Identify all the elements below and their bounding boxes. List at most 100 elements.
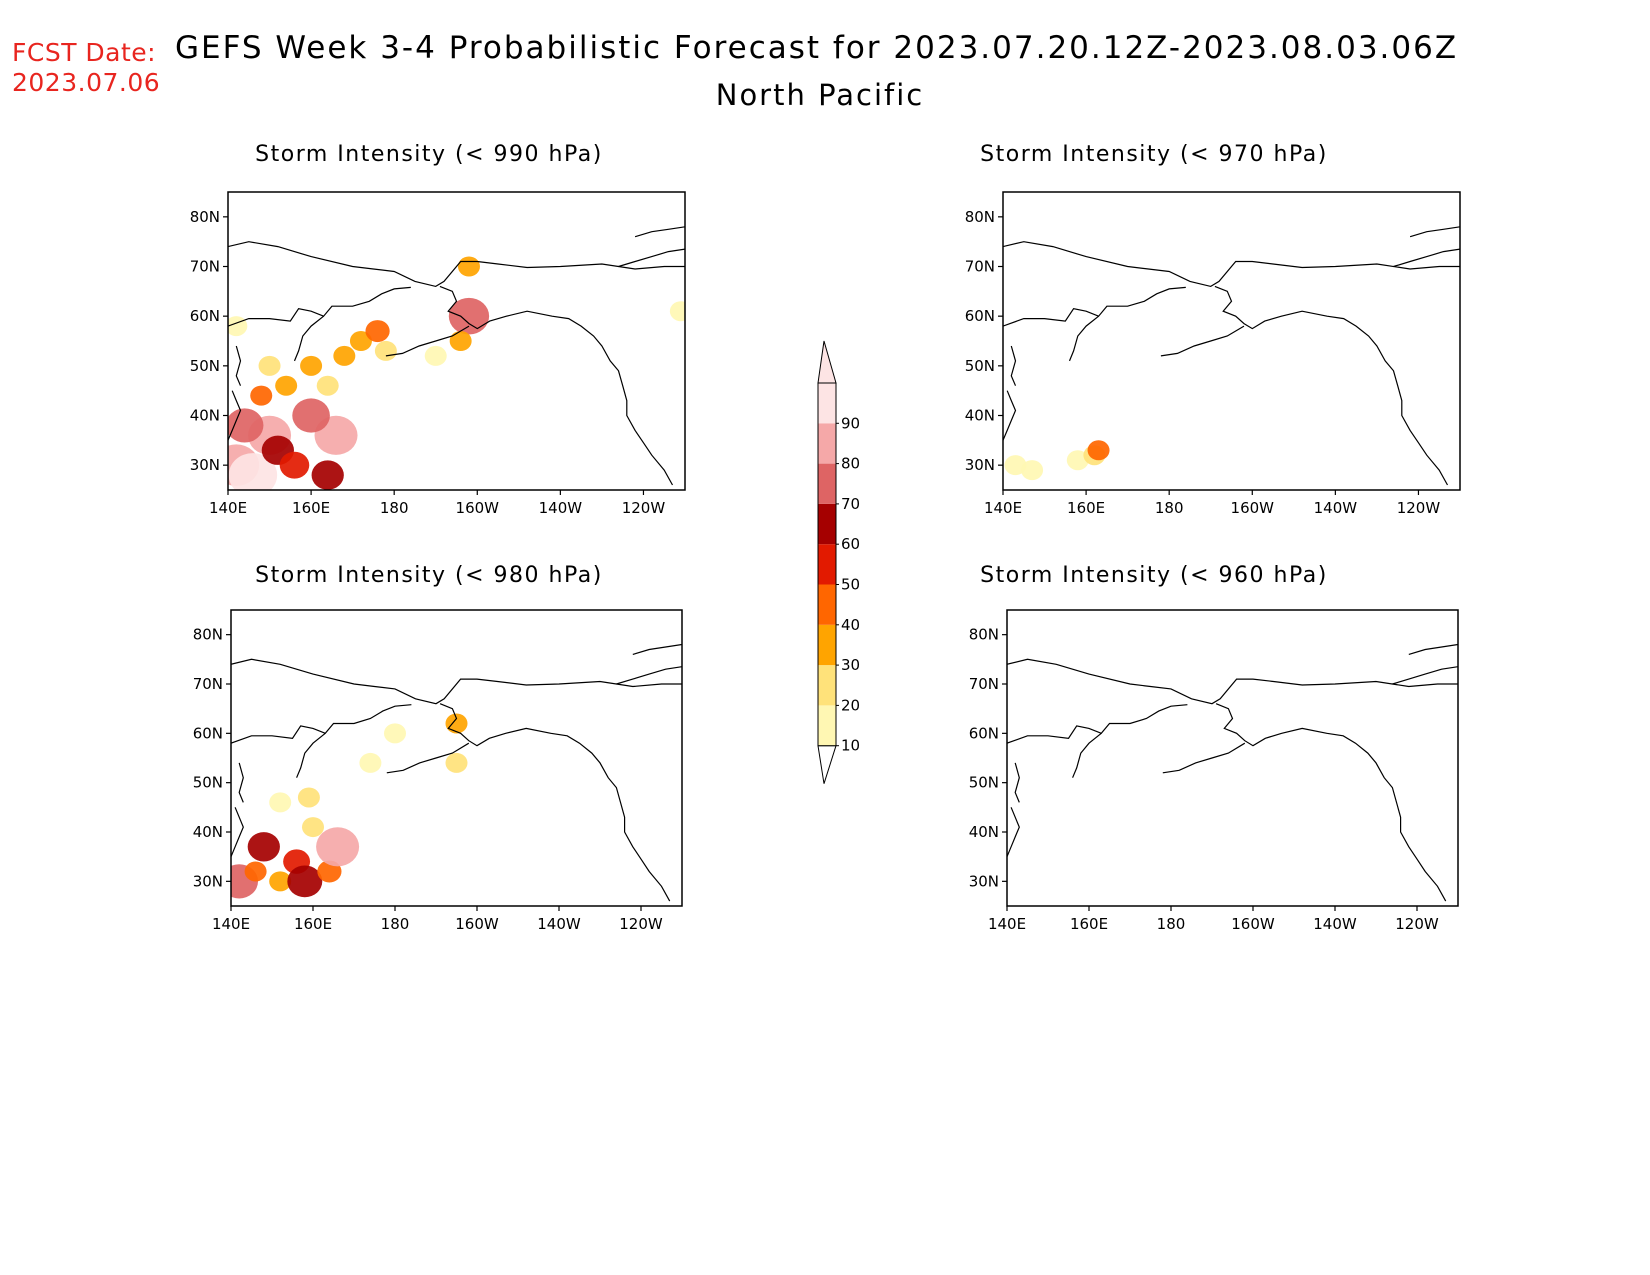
lat-label: 60N <box>193 724 223 742</box>
probability-cell <box>302 817 324 838</box>
probability-cell <box>316 375 339 396</box>
colorbar-label: 90 <box>841 414 860 432</box>
colorbar-label: 70 <box>841 495 860 513</box>
lon-label: 140E <box>984 499 1022 517</box>
colorbar-swatch <box>818 665 836 706</box>
lat-label: 40N <box>190 407 220 425</box>
colorbar-swatch <box>818 423 836 464</box>
lon-label: 160W <box>455 915 499 933</box>
lat-label: 50N <box>193 774 223 792</box>
coastline-segment <box>1408 643 1458 655</box>
probability-cell <box>457 256 480 277</box>
map-panel-970: 80N 70N 60N 50N 40N 30N 140E 160E 180 160W 140W 120… <box>965 191 1461 517</box>
coastline-segment <box>385 325 470 357</box>
probability-cell <box>445 752 468 773</box>
colorbar-label: 10 <box>841 737 860 755</box>
coastline-segment <box>634 226 685 238</box>
coastline-segment <box>1409 226 1460 238</box>
lat-label: 30N <box>965 456 995 474</box>
lon-label: 140W <box>539 499 583 517</box>
lon-label: 160E <box>1070 915 1108 933</box>
colorbar-swatch <box>818 624 836 666</box>
colorbar-swatch <box>818 705 836 746</box>
probability-cell <box>384 723 406 744</box>
lat-label: 80N <box>965 208 995 226</box>
lon-label: 140W <box>1313 915 1357 933</box>
lon-label: 160E <box>1067 499 1105 517</box>
lat-label: 50N <box>969 774 999 792</box>
coastline-segment <box>1007 704 1188 744</box>
lon-label: 160E <box>294 915 332 933</box>
probability-cell <box>449 331 472 351</box>
forecast-date: FCST Date: 2023.07.06 <box>12 38 160 98</box>
probability-cell <box>275 375 298 396</box>
probability-cell <box>359 752 382 773</box>
probability-cell <box>269 871 292 892</box>
coastline-segment <box>632 643 682 655</box>
map-frame <box>1006 609 1459 907</box>
map-frame <box>227 191 686 491</box>
colorbar-swatch <box>818 383 836 424</box>
probability-cell <box>448 297 490 335</box>
lon-label: 160W <box>1231 915 1275 933</box>
coastline-segment <box>1003 241 1460 288</box>
coastline-segment <box>1162 742 1246 774</box>
lon-label: 180 <box>380 499 409 517</box>
colorbar-label: 30 <box>841 656 860 674</box>
coastline-segment <box>1010 345 1017 386</box>
coastline-segment <box>1003 286 1186 327</box>
probability-cell <box>1066 450 1089 471</box>
lat-label: 80N <box>969 626 999 644</box>
probability-cell <box>311 460 344 490</box>
coastline-segment <box>1068 315 1099 362</box>
coastline-segment <box>386 742 470 774</box>
lat-label: 30N <box>193 872 223 890</box>
lat-label: 40N <box>969 823 999 841</box>
lat-label: 50N <box>965 357 995 375</box>
panel-title-960: Storm Intensity (< 960 hPa) <box>980 563 1328 588</box>
colorbar: 10 20 30 40 50 60 70 80 90 <box>817 340 860 784</box>
colorbar-swatch <box>818 503 836 545</box>
lat-label: 60N <box>190 307 220 325</box>
coastline-segment <box>231 704 412 744</box>
page-title: GEFS Week 3-4 Probabilistic Forecast for… <box>175 30 1459 66</box>
colorbar-label: 80 <box>841 455 860 473</box>
lat-label: 40N <box>965 407 995 425</box>
probability-cell <box>228 453 278 490</box>
coastline-segment <box>228 286 411 327</box>
probability-cell <box>269 792 292 813</box>
probability-cell <box>228 408 264 443</box>
lon-label: 120W <box>1395 915 1439 933</box>
coastline-segment <box>618 248 685 268</box>
coastline <box>1003 226 1460 486</box>
coastline-segment <box>439 703 671 902</box>
forecast-date-label: FCST Date: <box>12 38 157 67</box>
panel-title-980: Storm Intensity (< 980 hPa) <box>255 563 603 588</box>
lon-label: 160E <box>292 499 330 517</box>
coastline-segment <box>1014 762 1020 803</box>
probability-cell <box>244 861 267 882</box>
lon-label: 120W <box>619 915 663 933</box>
coastline-segment <box>439 285 674 486</box>
lon-label: 140W <box>1314 499 1358 517</box>
lat-label: 70N <box>193 675 223 693</box>
lon-label: 160W <box>456 499 500 517</box>
coastline-segment <box>1072 732 1102 778</box>
probability-cell <box>279 451 310 479</box>
lat-label: 70N <box>190 258 220 276</box>
colorbar-swatch <box>818 463 836 504</box>
lon-label: 140E <box>209 499 247 517</box>
probability-cell <box>250 385 273 406</box>
probability-cell <box>287 865 323 898</box>
colorbar-swatch <box>818 544 836 585</box>
lat-label: 70N <box>965 258 995 276</box>
coastline-segment <box>228 241 685 288</box>
lon-label: 140W <box>537 915 581 933</box>
probability-cell <box>1087 440 1110 461</box>
lon-label: 120W <box>622 499 666 517</box>
coastline <box>1007 643 1458 902</box>
coastline <box>228 226 685 486</box>
colorbar-label: 60 <box>841 535 860 553</box>
probability-cell <box>669 301 685 322</box>
